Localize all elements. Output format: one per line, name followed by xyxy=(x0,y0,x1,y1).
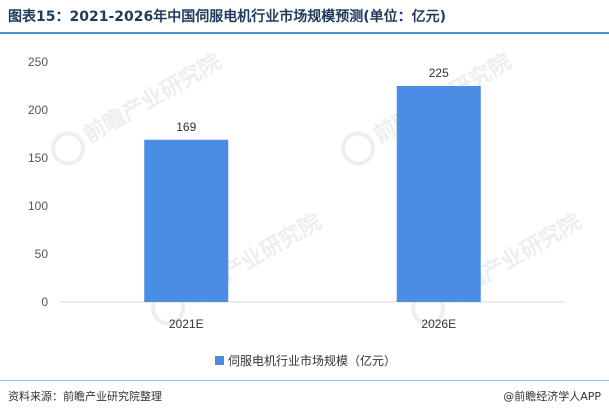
data-label: 225 xyxy=(429,66,449,80)
y-tick-label: 50 xyxy=(35,247,49,261)
x-tick-label: 2021E xyxy=(169,317,204,331)
bar xyxy=(144,139,229,302)
y-tick-label: 250 xyxy=(28,55,48,69)
legend-label: 伺服电机行业市场规模（亿元） xyxy=(228,354,397,368)
bar xyxy=(396,86,481,302)
y-tick-label: 100 xyxy=(28,199,48,213)
y-tick-label: 0 xyxy=(41,295,48,309)
source-note: 资料来源：前瞻产业研究院整理 xyxy=(8,390,162,403)
chart-legend: 伺服电机行业市场规模（亿元） xyxy=(215,352,396,369)
chart-title: 图表15：2021-2026年中国伺服电机行业市场规模预测(单位：亿元) xyxy=(8,9,447,25)
x-tick-label: 2026E xyxy=(421,317,456,331)
footer-rule xyxy=(0,380,609,381)
credit-note: @前瞻经济学人APP xyxy=(503,390,601,403)
y-tick-label: 150 xyxy=(28,151,48,165)
data-label: 169 xyxy=(176,120,196,134)
bar-chart: 0 50 100 150 200 250 169 2021E 225 2026E xyxy=(28,55,565,331)
title-underline xyxy=(0,32,609,34)
legend-swatch xyxy=(215,356,224,365)
y-tick-label: 200 xyxy=(28,103,48,117)
